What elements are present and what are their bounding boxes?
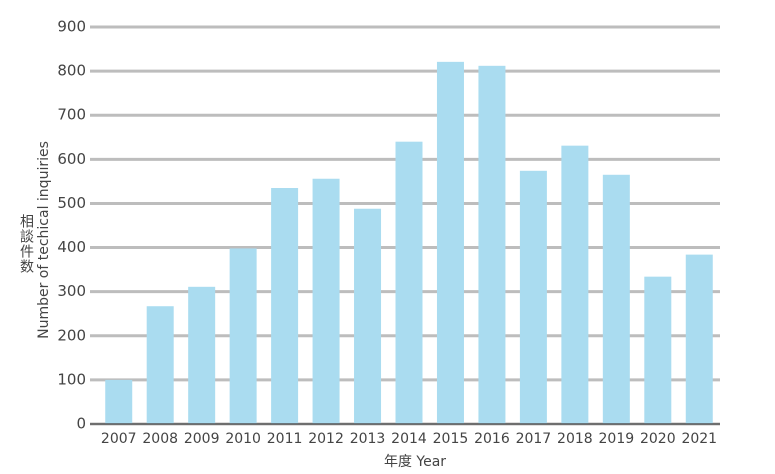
y-tick-label: 900	[57, 18, 86, 36]
y-tick-label: 800	[57, 62, 86, 80]
bar	[685, 254, 713, 424]
x-tick-label: 2016	[474, 431, 510, 447]
x-tick-label: 2012	[308, 431, 344, 447]
x-tick-label: 2018	[557, 431, 593, 447]
x-tick-label: 2010	[225, 431, 261, 447]
x-axis-label: 年度 Year	[384, 454, 446, 470]
bar	[312, 178, 340, 424]
y-tick-label: 300	[57, 282, 86, 300]
y-axis-label: Number of techical inquiries	[36, 141, 52, 339]
y-tick-label: 200	[57, 326, 86, 344]
bar	[229, 248, 257, 424]
bar	[271, 188, 299, 424]
bar	[436, 61, 464, 424]
bar	[478, 65, 506, 424]
x-tick-label: 2019	[599, 431, 635, 447]
y-tick-label: 700	[57, 106, 86, 124]
bar	[561, 145, 589, 425]
x-tick-label: 2020	[640, 431, 676, 447]
bar	[644, 276, 672, 424]
x-tick-label: 2008	[142, 431, 178, 447]
x-tick-label: 2015	[433, 431, 469, 447]
x-tick-label: 2017	[516, 431, 552, 447]
bar	[105, 379, 133, 424]
bar	[602, 174, 630, 424]
x-tick-label: 2009	[184, 431, 220, 447]
bar	[188, 286, 216, 424]
x-tick-label: 2011	[267, 431, 303, 447]
y-tick-label: 500	[57, 194, 86, 212]
bar	[146, 306, 174, 424]
y-tick-label: 600	[57, 150, 86, 168]
bar	[519, 170, 547, 424]
y-axis-label-ja: 相談件数	[18, 214, 34, 274]
x-tick-label: 2013	[350, 431, 386, 447]
y-tick-label: 400	[57, 238, 86, 256]
bar	[354, 208, 382, 424]
x-tick-label: 2021	[681, 431, 717, 447]
y-tick-label: 0	[76, 415, 86, 433]
x-tick-label: 2014	[391, 431, 427, 447]
bar	[395, 141, 423, 424]
x-tick-label: 2007	[101, 431, 137, 447]
y-tick-label: 100	[57, 370, 86, 388]
